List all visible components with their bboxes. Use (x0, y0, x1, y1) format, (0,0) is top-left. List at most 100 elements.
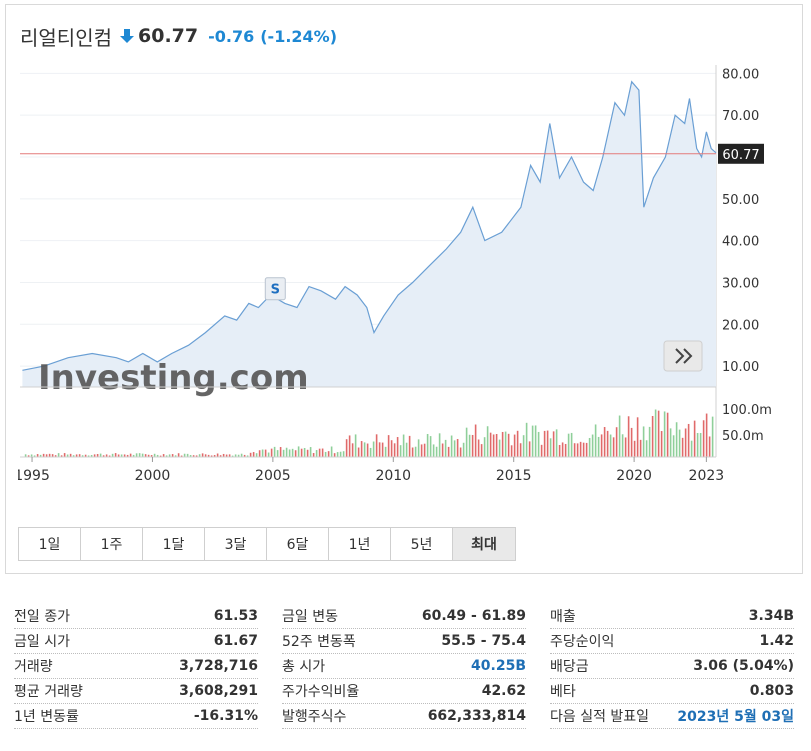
investing-watermark: Investing.com (38, 358, 309, 398)
stat-value: 0.803 (749, 683, 794, 699)
volume-bar (126, 454, 129, 457)
volume-bar (645, 440, 648, 457)
volume-bar (252, 452, 255, 457)
x-tick-label: 2010 (375, 468, 411, 484)
volume-bar (666, 412, 669, 457)
stat-value[interactable]: 2023년 5월 03일 (677, 709, 794, 725)
volume-bar (201, 453, 204, 457)
volume-bar (378, 442, 381, 457)
volume-bar (624, 437, 627, 457)
stat-value[interactable]: 40.25B (471, 658, 526, 674)
volume-bar (408, 435, 411, 457)
volume-bar (267, 452, 270, 457)
x-tick-label: 1995 (14, 468, 50, 484)
timeframe-tab[interactable]: 1년 (329, 528, 391, 560)
volume-bar (681, 437, 684, 457)
stat-value: 61.67 (213, 633, 258, 649)
volume-bar (399, 445, 402, 457)
volume-bar (501, 431, 504, 457)
volume-bar (45, 454, 48, 457)
volume-bar (573, 443, 576, 457)
last-price: 60.77 (138, 25, 199, 47)
volume-bar (333, 453, 336, 457)
volume-bar (687, 423, 690, 457)
volume-bar (270, 448, 273, 457)
volume-bar (207, 454, 210, 457)
stat-label: 배당금 (550, 659, 589, 675)
volume-bar (492, 434, 495, 457)
volume-bar (276, 450, 279, 457)
volume-bar (342, 451, 345, 457)
volume-bar (600, 434, 603, 457)
volume-bar (78, 454, 81, 457)
volume-bar (642, 426, 645, 457)
volume-bar (612, 437, 615, 457)
volume-bar (606, 430, 609, 457)
volume-bar (483, 437, 486, 457)
volume-bar (711, 416, 714, 457)
stat-label: 주가수익비율 (282, 684, 360, 700)
volume-bar (264, 449, 267, 457)
volume-bar (660, 431, 663, 457)
price-change: -0.76 (208, 26, 255, 46)
volume-bar (192, 455, 195, 457)
volume-bar (237, 454, 240, 457)
volume-bar (42, 453, 45, 457)
volume-bar (309, 447, 312, 457)
volume-bar (396, 437, 399, 457)
instrument-name: 리얼티인컴 (20, 25, 112, 50)
quote-header: 리얼티인컴 60.77 -0.76 (-1.24%) (20, 21, 337, 51)
timeframe-tab[interactable]: 1주 (81, 528, 143, 560)
volume-bar (507, 433, 510, 457)
timeframe-tab[interactable]: 최대 (453, 528, 515, 560)
stat-label: 전일 종가 (14, 609, 70, 625)
y-tick-label: 30.00 (722, 276, 759, 291)
timeframe-tab[interactable]: 5년 (391, 528, 453, 560)
volume-bar (558, 444, 561, 457)
volume-bar (39, 454, 42, 457)
volume-bar (240, 453, 243, 457)
timeframe-tab[interactable]: 6달 (267, 528, 329, 560)
volume-bar (294, 450, 297, 457)
volume-bar (117, 454, 120, 457)
stat-value: 60.49 - 61.89 (421, 608, 526, 624)
volume-bar (621, 434, 624, 457)
volume-bar (675, 422, 678, 457)
volume-bar (432, 444, 435, 457)
volume-bar (510, 445, 513, 457)
volume-bar (459, 447, 462, 457)
volume-bar (135, 453, 138, 457)
volume-bar (480, 444, 483, 457)
timeframe-tab[interactable]: 1일 (19, 528, 81, 560)
volume-bar (405, 442, 408, 457)
volume-bar (528, 441, 531, 457)
volume-bar (225, 454, 228, 457)
volume-bar (513, 434, 516, 457)
volume-bar (75, 454, 78, 457)
event-marker[interactable] (264, 277, 286, 301)
volume-bar (204, 454, 207, 457)
timeframe-tab[interactable]: 1달 (143, 528, 205, 560)
volume-bar (447, 446, 450, 457)
volume-bar (381, 442, 384, 457)
volume-bar (462, 442, 465, 457)
volume-bar (120, 454, 123, 457)
stat-row: 금일 변동 60.49 - 61.89 (282, 604, 526, 629)
volume-bar (429, 436, 432, 457)
volume-bar (591, 434, 594, 457)
volume-bar (297, 446, 300, 457)
volume-bar (555, 429, 558, 457)
volume-bar (186, 453, 189, 457)
volume-bar (27, 455, 30, 457)
price-chart[interactable]: 10.0020.0030.0040.0050.0060.0070.0080.00… (6, 5, 804, 505)
stat-label: 금일 시가 (14, 634, 70, 650)
volume-bar (420, 444, 423, 457)
timeframe-tab[interactable]: 3달 (205, 528, 267, 560)
volume-bar (171, 454, 174, 457)
volume-bar (669, 428, 672, 457)
volume-bar (255, 453, 258, 457)
volume-bar (438, 433, 441, 457)
volume-bar (348, 435, 351, 457)
volume-bar (426, 433, 429, 457)
volume-bar (684, 428, 687, 457)
